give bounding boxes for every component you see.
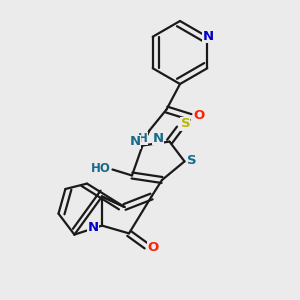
Text: HO: HO	[91, 162, 111, 175]
Text: H: H	[138, 132, 148, 145]
Text: N: N	[130, 135, 141, 148]
Text: S: S	[181, 117, 190, 130]
Text: S: S	[187, 154, 197, 167]
Text: O: O	[147, 241, 159, 254]
Text: N: N	[152, 132, 164, 145]
Text: N: N	[202, 30, 214, 43]
Text: O: O	[193, 109, 205, 122]
Text: N: N	[87, 220, 98, 234]
